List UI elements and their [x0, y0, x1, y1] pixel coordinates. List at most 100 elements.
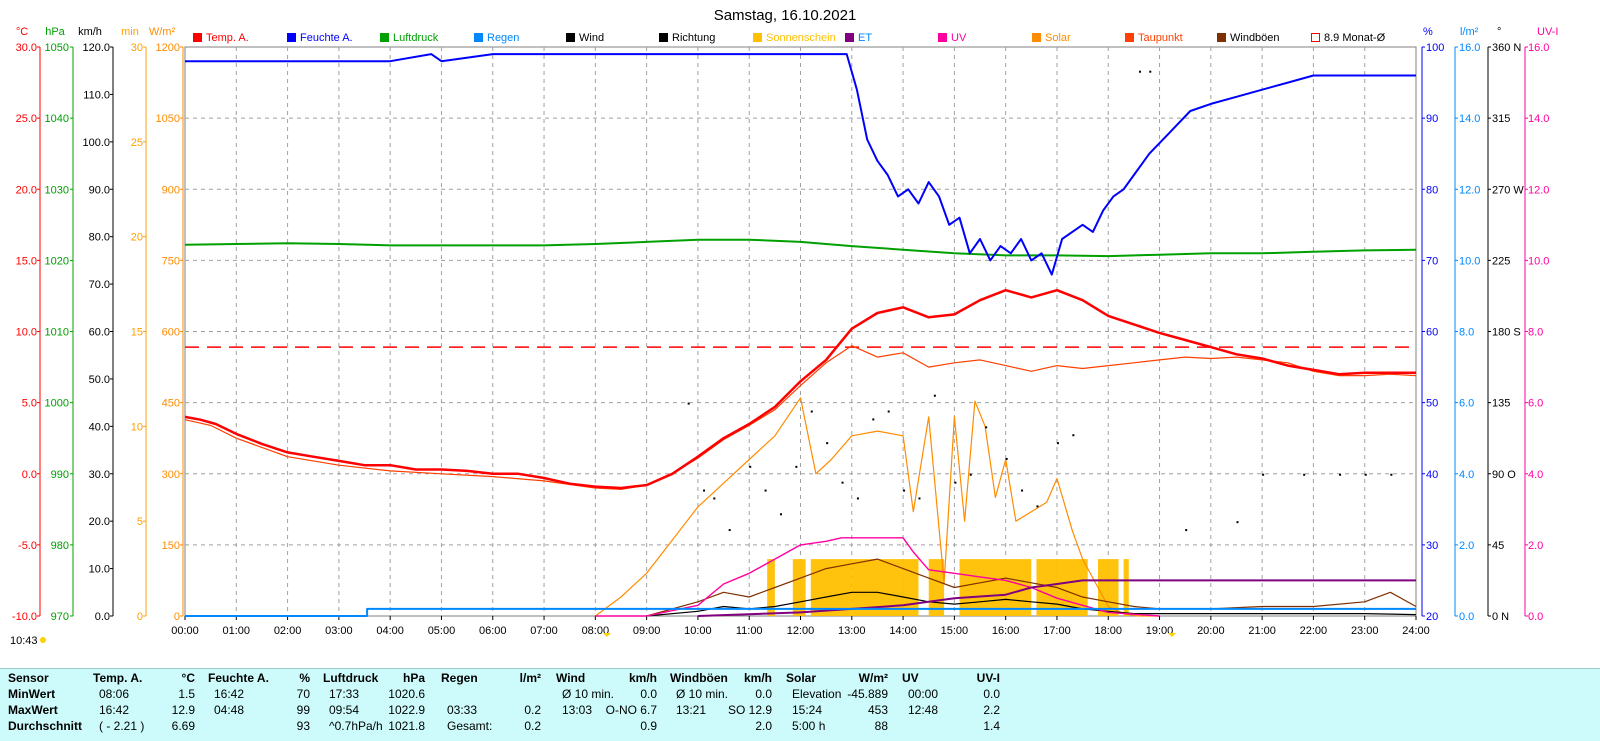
- right-axis-label: 0.0: [1528, 611, 1543, 623]
- direction-point: [764, 489, 767, 492]
- series-feuchte-a-: [185, 53, 1416, 276]
- left-axis-label: 15.0: [16, 255, 37, 267]
- right-axis-label: 40: [1426, 469, 1438, 481]
- x-axis-label: 15:00: [941, 625, 969, 637]
- table-group-unit: %: [299, 671, 310, 685]
- right-axis-label: 6.0: [1528, 398, 1543, 410]
- table-group-header: Temp. A.: [93, 671, 143, 685]
- series-taupunkt: [184, 345, 1417, 490]
- left-axis-label: 0.0: [95, 611, 110, 623]
- right-axis-label: 14.0: [1528, 113, 1549, 125]
- right-axis-label: 0.0: [1459, 611, 1474, 623]
- right-axis-label: 10.0: [1528, 255, 1549, 267]
- table-cell-value: 0.2: [524, 719, 541, 733]
- legend-label: Richtung: [672, 32, 715, 44]
- table-cell-time: Elevation: [792, 687, 842, 701]
- left-axis-unit: hPa: [45, 26, 65, 38]
- direction-point: [1036, 505, 1039, 508]
- right-axis-unit: l/m²: [1460, 26, 1479, 38]
- x-axis-label: 07:00: [530, 625, 558, 637]
- x-axis-label: 19:00: [1146, 625, 1174, 637]
- legend-label: Solar: [1045, 32, 1071, 44]
- left-axis-label: 1050: [45, 42, 69, 54]
- direction-point: [856, 497, 859, 500]
- maxwert-label: MaxWert: [8, 703, 58, 717]
- table-cell-value: SO 12.9: [727, 703, 772, 717]
- left-axis-label: 5.0: [22, 398, 37, 410]
- left-axis-unit: min: [121, 26, 139, 38]
- direction-point: [933, 394, 936, 397]
- direction-point: [903, 489, 906, 492]
- right-axis-label: 0 N: [1492, 611, 1509, 623]
- table-cell-value: 70: [296, 687, 310, 701]
- left-axis-label: 40.0: [89, 421, 110, 433]
- direction-point: [1021, 489, 1024, 492]
- right-axis-unit: °: [1497, 26, 1501, 38]
- direction-point: [1149, 70, 1152, 73]
- table-cell-time: ( - 2.21 ): [99, 719, 145, 733]
- left-axis-label: 80.0: [89, 232, 110, 244]
- table-group-header: Regen: [441, 671, 478, 685]
- legend-label: Feuchte A.: [300, 32, 353, 44]
- left-axis-label: 0: [174, 611, 180, 623]
- direction-point: [1056, 442, 1059, 445]
- table-cell-value: 0.9: [640, 719, 657, 733]
- table-group-unit: W/m²: [858, 671, 888, 685]
- legend-label: Regen: [487, 32, 519, 44]
- left-axis-unit: km/h: [78, 26, 102, 38]
- right-axis-label: 70: [1426, 255, 1438, 267]
- table-cell-time: 15:24: [792, 703, 823, 717]
- table-cell-time: 03:33: [447, 703, 478, 717]
- legend-swatch: [1217, 33, 1226, 42]
- right-axis-label: 12.0: [1528, 184, 1549, 196]
- stats-table: Sensor MinWert MaxWert Durchschnitt Temp…: [0, 668, 1600, 741]
- legend-swatch: [474, 33, 483, 42]
- series-et: [697, 579, 1416, 617]
- x-axis-label: 13:00: [838, 625, 866, 637]
- left-axis-label: 70.0: [89, 279, 110, 291]
- table-cell-time: 16:42: [99, 703, 130, 717]
- direction-point: [779, 513, 782, 516]
- left-axis-label: 25.0: [16, 113, 37, 125]
- x-axis-label: 03:00: [325, 625, 353, 637]
- legend-swatch: [938, 33, 947, 42]
- direction-point: [728, 529, 731, 532]
- table-cell-value: 0.0: [983, 687, 1000, 701]
- x-axis-label: 16:00: [992, 625, 1020, 637]
- x-axis-label: 00:00: [171, 625, 199, 637]
- right-axis-label: 90 O: [1492, 469, 1516, 481]
- sunshine-block: [792, 559, 806, 616]
- right-axis-label: 60: [1426, 327, 1438, 339]
- series-uv: [595, 537, 1160, 617]
- x-axis-label: 01:00: [223, 625, 251, 637]
- left-axis-label: -5.0: [18, 540, 37, 552]
- left-axis-label: 1010: [45, 327, 69, 339]
- table-cell-value: 0.0: [755, 687, 772, 701]
- series-wind: [646, 591, 1417, 617]
- right-axis-label: 90: [1426, 113, 1438, 125]
- sunshine-block: [1036, 559, 1088, 616]
- left-axis-label: 10.0: [16, 327, 37, 339]
- left-axis-label: 750: [162, 255, 180, 267]
- chart-title: Samstag, 16.10.2021: [714, 7, 857, 24]
- table-cell-value: 2.2: [983, 703, 1000, 717]
- left-axis-label: 120.0: [82, 42, 110, 54]
- right-axis-label: 135: [1492, 398, 1510, 410]
- right-axis-label: 100: [1426, 42, 1444, 54]
- table-cell-time: 13:21: [676, 703, 707, 717]
- legend-label: 8.9 Monat-Ø: [1324, 32, 1386, 44]
- table-cell-time: 13:03: [562, 703, 593, 717]
- series-luftdruck: [184, 238, 1417, 258]
- table-cell-value: 1.5: [178, 687, 195, 701]
- x-axis-label: 02:00: [274, 625, 302, 637]
- left-axis-label: 30.0: [89, 469, 110, 481]
- direction-point: [918, 497, 921, 500]
- legend-label: Windböen: [1230, 32, 1280, 44]
- left-axis-label: 1020: [45, 255, 69, 267]
- direction-point: [969, 473, 972, 476]
- left-axis-label: 600: [162, 327, 180, 339]
- right-axis-label: 180 S: [1492, 327, 1521, 339]
- legend-swatch: [753, 33, 762, 42]
- left-axis-label: 90.0: [89, 184, 110, 196]
- sunshine-block: [810, 559, 852, 616]
